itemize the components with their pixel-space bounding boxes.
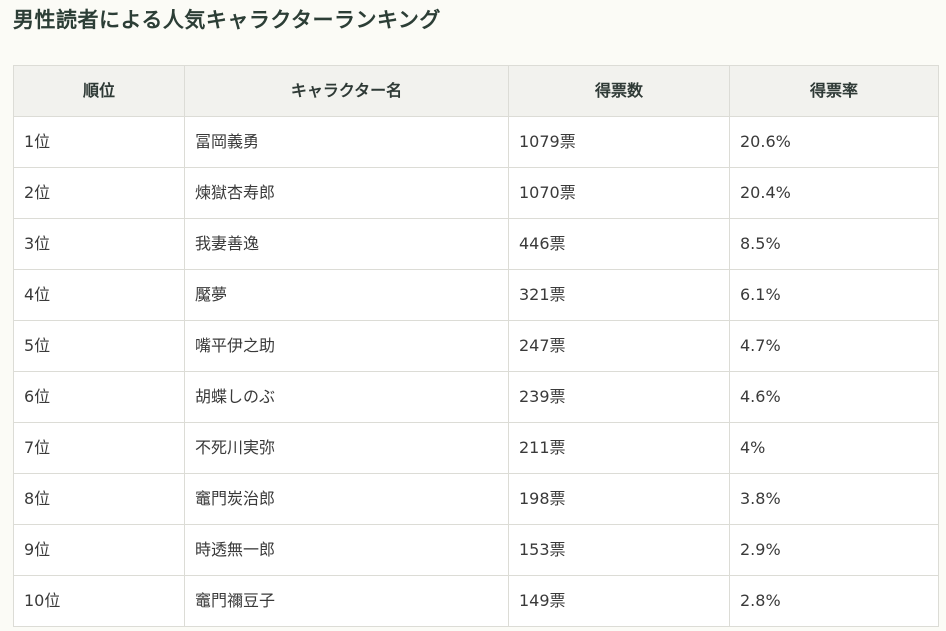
votes-cell: 1070票 [508,167,730,219]
rate-cell: 20.6% [729,116,939,168]
rank-cell: 7位 [13,422,185,474]
header-row: 順位 キャラクター名 得票数 得票率 [13,65,939,117]
name-cell: 胡蝶しのぶ [184,371,509,423]
table-row: 5位 嘴平伊之助 247票 4.7% [13,320,939,372]
table-row: 7位 不死川実弥 211票 4% [13,422,939,474]
table-header: 順位 キャラクター名 得票数 得票率 [13,65,939,117]
name-cell: 嘴平伊之助 [184,320,509,372]
table-row: 10位 竈門禰豆子 149票 2.8% [13,575,939,627]
votes-cell: 321票 [508,269,730,321]
rank-cell: 1位 [13,116,185,168]
rank-cell: 10位 [13,575,185,627]
rate-cell: 20.4% [729,167,939,219]
name-cell: 我妻善逸 [184,218,509,270]
ranking-table: 順位 キャラクター名 得票数 得票率 1位 冨岡義勇 1079票 20.6% 2… [13,65,939,627]
rate-cell: 2.8% [729,575,939,627]
rank-cell: 4位 [13,269,185,321]
votes-cell: 446票 [508,218,730,270]
table-row: 1位 冨岡義勇 1079票 20.6% [13,116,939,168]
rank-cell: 3位 [13,218,185,270]
header-character-name: キャラクター名 [184,65,509,117]
rate-cell: 4% [729,422,939,474]
name-cell: 不死川実弥 [184,422,509,474]
table-row: 6位 胡蝶しのぶ 239票 4.6% [13,371,939,423]
rate-cell: 2.9% [729,524,939,576]
votes-cell: 211票 [508,422,730,474]
rank-cell: 9位 [13,524,185,576]
rate-cell: 3.8% [729,473,939,525]
header-rank: 順位 [13,65,185,117]
votes-cell: 198票 [508,473,730,525]
rank-cell: 8位 [13,473,185,525]
votes-cell: 1079票 [508,116,730,168]
name-cell: 魘夢 [184,269,509,321]
votes-cell: 247票 [508,320,730,372]
table-body: 1位 冨岡義勇 1079票 20.6% 2位 煉獄杏寿郎 1070票 20.4%… [13,116,939,627]
rank-cell: 2位 [13,167,185,219]
name-cell: 冨岡義勇 [184,116,509,168]
rate-cell: 8.5% [729,218,939,270]
table-row: 8位 竈門炭治郎 198票 3.8% [13,473,939,525]
header-vote-rate: 得票率 [729,65,939,117]
rank-cell: 6位 [13,371,185,423]
name-cell: 竈門炭治郎 [184,473,509,525]
rate-cell: 6.1% [729,269,939,321]
table-row: 2位 煉獄杏寿郎 1070票 20.4% [13,167,939,219]
name-cell: 煉獄杏寿郎 [184,167,509,219]
table-row: 9位 時透無一郎 153票 2.9% [13,524,939,576]
rank-cell: 5位 [13,320,185,372]
header-votes: 得票数 [508,65,730,117]
rate-cell: 4.7% [729,320,939,372]
votes-cell: 239票 [508,371,730,423]
votes-cell: 153票 [508,524,730,576]
rate-cell: 4.6% [729,371,939,423]
name-cell: 時透無一郎 [184,524,509,576]
table-row: 3位 我妻善逸 446票 8.5% [13,218,939,270]
page-title: 男性読者による人気キャラクターランキング [13,8,441,32]
votes-cell: 149票 [508,575,730,627]
name-cell: 竈門禰豆子 [184,575,509,627]
table-row: 4位 魘夢 321票 6.1% [13,269,939,321]
